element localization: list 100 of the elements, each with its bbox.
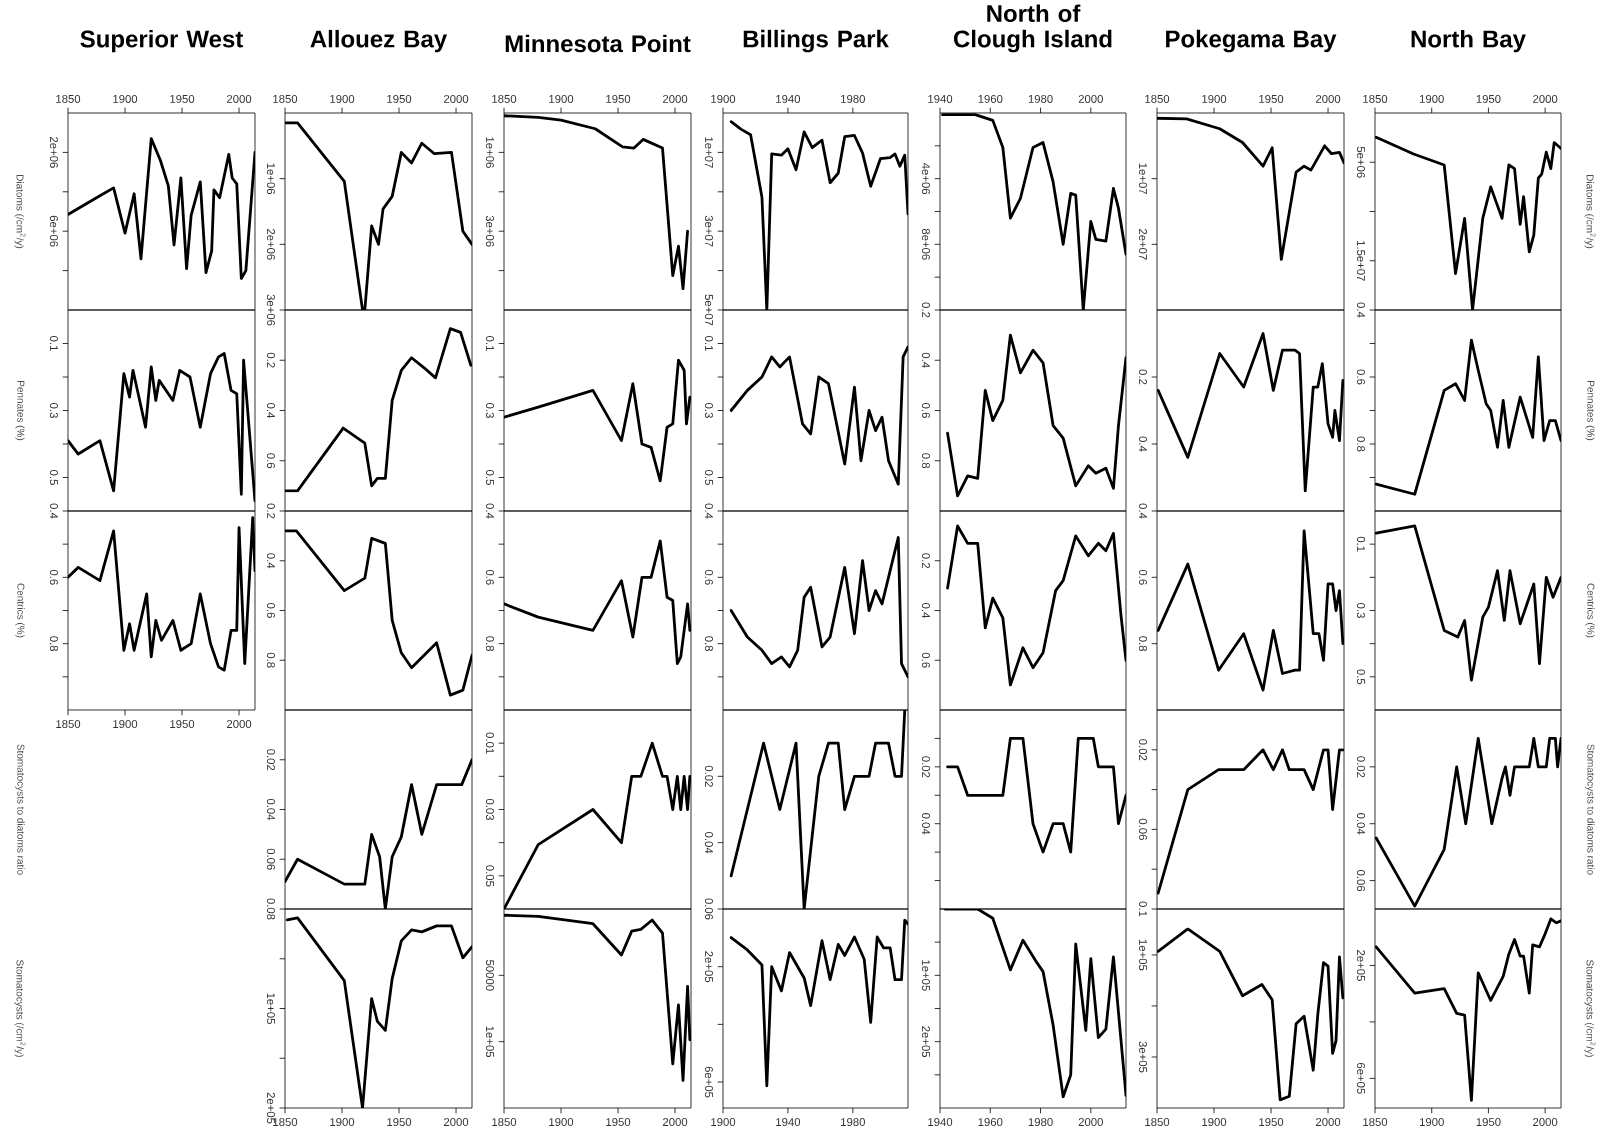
x-tick-label: 1950	[1259, 94, 1284, 103]
y-tick-label: 0.2	[266, 352, 275, 368]
y-tick-label: 0.5	[1356, 669, 1365, 685]
chart-title: North Bay	[1411, 29, 1526, 53]
x-tick-label: 1950	[606, 1118, 631, 1127]
y-tick-label: 0.1	[1138, 901, 1147, 917]
x-tick-label: 1940	[928, 94, 953, 103]
y-tick-label: 0.8	[1138, 636, 1147, 652]
y-tick-label: 1e+06	[485, 137, 494, 168]
y-tick-label: 0.6	[1356, 369, 1365, 385]
x-tick-label: 2000	[227, 94, 252, 103]
x-tick-label: 1960	[978, 1118, 1003, 1127]
x-tick-label: 2000	[1533, 1118, 1558, 1127]
y-tick-label: 1.5e+07	[1356, 240, 1365, 281]
x-tick-label: 2000	[1078, 1118, 1103, 1127]
x-tick-label: 1950	[170, 720, 195, 729]
y-tick-label: 2e+06	[49, 137, 58, 168]
y-tick-label: 0.06	[1356, 869, 1365, 892]
x-tick-label: 1950	[1476, 94, 1501, 103]
x-tick-label: 1950	[1476, 1118, 1501, 1127]
y-tick-label: 0.04	[266, 798, 275, 821]
y-axis-title: Diatoms (/cm$^{2}$/y)	[14, 175, 26, 249]
y-tick-label: 0.2	[921, 302, 930, 318]
y-tick-label: 3e+05	[1138, 1041, 1147, 1073]
y-tick-label: 2e+05	[704, 951, 713, 983]
x-tick-label: 1950	[606, 94, 631, 103]
y-tick-label: 0.08	[266, 898, 275, 920]
y-tick-label: 5e+07	[704, 294, 713, 326]
y-tick-label: 0.3	[485, 403, 494, 418]
y-tick-label: 1e+05	[921, 960, 930, 991]
y-tick-label: 0.4	[1138, 503, 1147, 519]
x-tick-label: 1940	[928, 1118, 953, 1127]
x-tick-label: 2000	[227, 720, 252, 729]
x-tick-label: 1900	[711, 1118, 736, 1127]
x-tick-label: 1950	[1259, 1118, 1284, 1127]
y-tick-label: 0.3	[49, 403, 58, 418]
x-tick-label: 1900	[113, 720, 138, 729]
y-tick-label: 0.4	[266, 553, 275, 569]
x-tick-label: 1960	[978, 94, 1003, 103]
y-tick-label: 0.4	[921, 352, 930, 368]
y-tick-label: 0.1	[1356, 536, 1365, 552]
x-tick-label: 1850	[1363, 1118, 1388, 1127]
x-tick-label: 1850	[1145, 1118, 1170, 1127]
y-tick-label: 0.2	[1138, 369, 1147, 385]
y-tick-label: 4e+06	[921, 162, 930, 195]
y-axis-title: Pennates (%)	[15, 381, 25, 441]
y-tick-label: 0.04	[704, 832, 713, 854]
y-tick-label: 2e+05	[921, 1026, 930, 1058]
y-tick-label: 0.4	[1356, 302, 1365, 318]
y-tick-label: 0.6	[266, 453, 275, 469]
y-tick-label: 1e+05	[485, 1026, 494, 1058]
y-tick-label: 0.01	[485, 732, 494, 754]
x-tick-label: 1900	[549, 94, 574, 103]
y-tick-label: 0.8	[1356, 436, 1365, 452]
y-tick-label: 0.4	[485, 503, 494, 519]
y-tick-label: 0.02	[266, 749, 275, 771]
chart-title: Superior West	[80, 29, 244, 53]
x-tick-label: 1850	[56, 94, 81, 103]
y-axis-title: Centrics (%)	[15, 583, 25, 638]
x-tick-label: 1900	[113, 94, 138, 103]
y-axis-title: Diatoms (/cm$^{2}$/y)	[1584, 175, 1596, 249]
x-tick-label: 1950	[170, 94, 195, 103]
y-tick-label: 0.6	[704, 569, 713, 585]
x-tick-label: 1900	[1419, 1118, 1444, 1127]
y-tick-label: 1e+07	[1138, 163, 1147, 194]
x-tick-label: 1850	[492, 1118, 517, 1127]
y-axis-title: Centrics (%)	[1585, 583, 1595, 638]
x-tick-label: 1950	[387, 1118, 412, 1127]
y-tick-label: 0.6	[485, 569, 494, 585]
y-axis-title: Stomatocysts to diatoms ratio	[1585, 744, 1595, 875]
y-tick-label: 0.1	[485, 336, 494, 351]
y-tick-label: 6e+05	[1356, 1063, 1365, 1094]
x-tick-label: 1900	[330, 1118, 355, 1127]
y-tick-label: 0.4	[49, 503, 58, 519]
chart-title: Allouez Bay	[310, 29, 448, 53]
y-tick-label: 0.04	[1356, 813, 1365, 835]
y-tick-label: 0.5	[485, 470, 494, 485]
y-tick-label: 1e+06	[266, 163, 275, 195]
y-tick-label: 0.06	[1138, 818, 1147, 840]
y-tick-label: 0.8	[485, 636, 494, 652]
x-tick-label: 1850	[273, 1118, 298, 1127]
y-tick-label: 0.03	[485, 798, 494, 821]
x-tick-label: 1850	[1363, 94, 1388, 103]
y-tick-label: 3e+07	[704, 215, 713, 247]
x-tick-label: 1850	[56, 720, 81, 729]
x-tick-label: 2000	[1078, 94, 1103, 103]
y-tick-label: 0.4	[266, 403, 275, 419]
x-tick-label: 2000	[444, 94, 469, 103]
y-tick-label: 1e+07	[704, 137, 713, 168]
y-tick-label: 0.8	[704, 636, 713, 652]
y-tick-label: 0.2	[266, 503, 275, 519]
x-tick-label: 2000	[663, 1118, 688, 1127]
y-tick-label: 0.06	[266, 848, 275, 870]
x-tick-label: 1940	[776, 94, 801, 103]
x-tick-label: 1980	[841, 94, 865, 103]
y-tick-label: 0.6	[49, 569, 58, 585]
y-tick-label: 2e+06	[266, 228, 275, 260]
x-tick-label: 1940	[776, 1118, 801, 1127]
y-tick-label: 0.1	[49, 336, 58, 351]
y-tick-label: 6e+06	[49, 215, 58, 247]
